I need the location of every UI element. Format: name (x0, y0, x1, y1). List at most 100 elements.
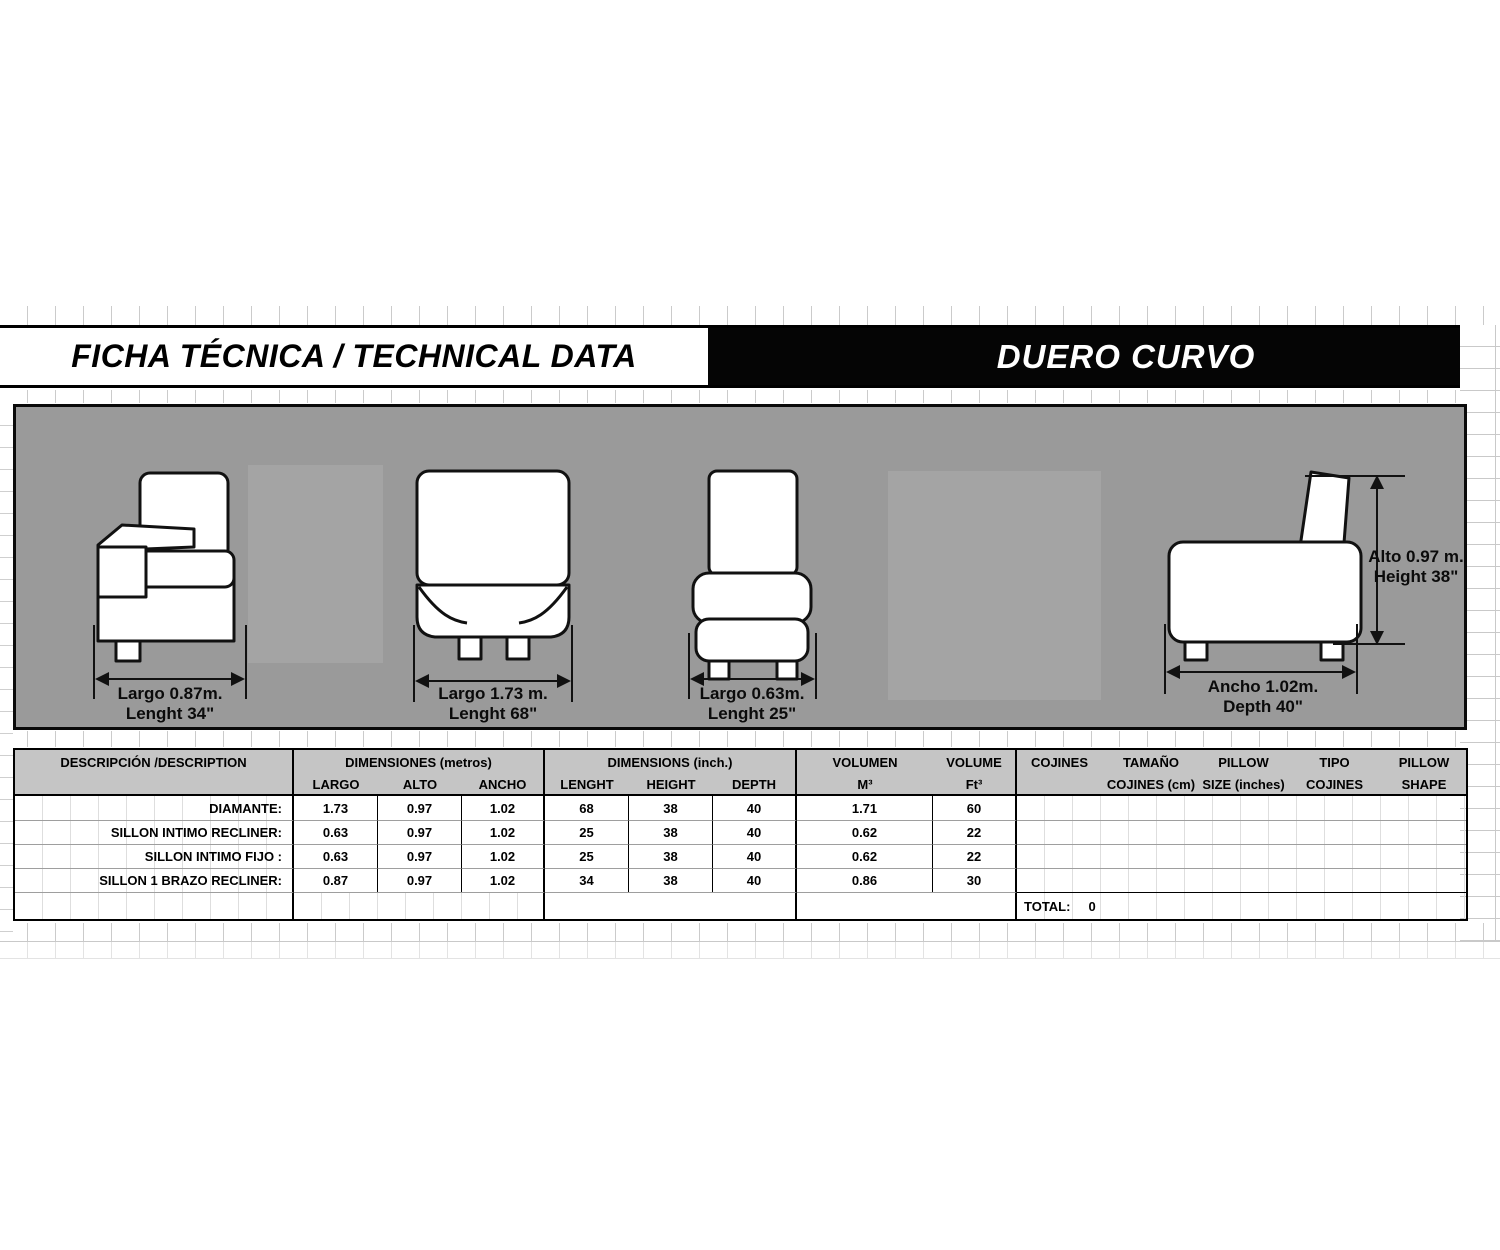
diagram-recliner-side (1164, 470, 1405, 694)
dim-ancho-102: Ancho 1.02m. (1207, 677, 1319, 696)
table-cell: 38 (629, 796, 713, 820)
header-tipo-cojines-text: COJINES (1305, 777, 1364, 792)
col-header-pillow-shape: PILLOW (1382, 750, 1466, 775)
header-cojines-cm-text: COJINES (cm) (1106, 777, 1196, 792)
table-cell: 0.86 (797, 868, 933, 892)
table-cell: 0.62 (797, 820, 933, 844)
row3-depth: 40 (746, 873, 762, 888)
table-cell: 1.02 (462, 844, 545, 868)
table-cell: 1.02 (462, 868, 545, 892)
header-volumen-text: VOLUMEN (832, 755, 898, 770)
row2-largo: 0.63 (322, 849, 349, 864)
table-cell: 25 (545, 844, 629, 868)
table-cell: 40 (713, 796, 797, 820)
sheet-title: FICHA TÉCNICA / TECHNICAL DATA (0, 328, 708, 385)
row0-ancho: 1.02 (489, 800, 516, 816)
table-cell: 38 (629, 820, 713, 844)
header-volume-text: VOLUME (946, 755, 1002, 770)
total-label: TOTAL: (1024, 898, 1071, 914)
col-group-dimensiones-metros: DIMENSIONES (metros) (294, 750, 545, 775)
gridline-strip-under-title (0, 390, 1460, 403)
header-inch-text: DIMENSIONS (inch.) (607, 755, 733, 770)
table-cell: 40 (713, 820, 797, 844)
header-largo-text: LARGO (312, 777, 360, 792)
header-size-inches-text: SIZE (inches) (1202, 777, 1285, 792)
col-header-volume: VOLUME (933, 750, 1017, 775)
dimension-label-armless-chair: Largo 0.63m. Lenght 25" (662, 684, 842, 723)
dim-lenght-68: Lenght 68" (448, 703, 538, 723)
col-header-height: HEIGHT (629, 775, 713, 796)
col-header-depth: DEPTH (713, 775, 797, 796)
row2-volumen-m3: 0.62 (851, 849, 878, 864)
row2-volume-ft3: 22 (966, 849, 982, 864)
table-cell: 0.97 (378, 796, 462, 820)
row2-lenght: 25 (579, 849, 594, 864)
table-cell: 38 (629, 868, 713, 892)
total-row: TOTAL: 0 (1017, 892, 1466, 919)
dimension-label-one-arm-chair: Largo 0.87m. Lenght 34" (80, 684, 260, 723)
watermark-rectangle (248, 465, 383, 663)
row1-depth: 40 (746, 825, 762, 840)
diagrams-panel: Largo 0.87m. Lenght 34" Largo 1.73 m. Le… (13, 404, 1467, 730)
header-metros-text: DIMENSIONES (metros) (345, 755, 492, 770)
row3-ancho: 1.02 (489, 873, 516, 888)
col-header-tipo: TIPO (1287, 750, 1382, 775)
row3-volume-ft3: 30 (966, 873, 982, 888)
header-cojines-text: COJINES (1030, 755, 1089, 770)
row3-height: 38 (663, 873, 678, 888)
title-bar: FICHA TÉCNICA / TECHNICAL DATA DUERO CUR… (0, 325, 1460, 388)
header-ancho-text: ANCHO (478, 777, 527, 792)
dim-depth-40: Depth 40" (1223, 696, 1303, 716)
table-row-description: SILLON INTIMO RECLINER: (15, 820, 294, 844)
table-cell: 0.97 (378, 820, 462, 844)
col-subheader-cojines-cm: COJINES (cm) (1102, 775, 1200, 796)
table-cell: 68 (545, 796, 629, 820)
dim-height-38: Height 38" (1373, 566, 1459, 586)
row2-height: 38 (663, 849, 678, 864)
footer-cell-empty (545, 892, 797, 919)
row3-description: SILLON 1 BRAZO RECLINER: (99, 873, 282, 888)
header-alto-text: ALTO (402, 777, 438, 792)
dimension-label-height: Alto 0.97 m. Height 38" (1355, 547, 1477, 586)
col-header-ancho: ANCHO (462, 775, 545, 796)
table-cell: 0.63 (294, 820, 378, 844)
col-subheader-cojines-blank (1017, 775, 1102, 796)
dim-alto-097: Alto 0.97 m. (1368, 547, 1464, 566)
row1-volume-ft3: 22 (966, 825, 982, 840)
row1-description: SILLON INTIMO RECLINER: (110, 825, 282, 840)
row1-height: 38 (663, 825, 678, 840)
table-cell: 40 (713, 868, 797, 892)
row0-description: DIAMANTE: (209, 800, 282, 816)
dim-largo-173: Largo 1.73 m. (438, 684, 548, 703)
dim-largo-063: Largo 0.63m. (699, 684, 805, 703)
col-header-m3: M³ (797, 775, 933, 796)
dim-largo-087: Largo 0.87m. (117, 684, 223, 703)
table-cell: 1.71 (797, 796, 933, 820)
col-subheader-size-inches: SIZE (inches) (1200, 775, 1287, 796)
dim-lenght-25: Lenght 25" (707, 703, 797, 723)
table-cell: 1.02 (462, 796, 545, 820)
row0-height: 38 (663, 800, 678, 816)
footer-cell-empty (294, 892, 545, 919)
table-cell: 34 (545, 868, 629, 892)
row2-alto: 0.97 (406, 849, 433, 864)
col-header-ft3: Ft³ (933, 775, 1017, 796)
header-lenght-text: LENGHT (560, 777, 614, 792)
table-cell: 40 (713, 844, 797, 868)
col-header-description: DESCRIPCIÓN /DESCRIPTION (15, 750, 294, 796)
total-value: 0 (1088, 898, 1096, 914)
table-cell: 1.73 (294, 796, 378, 820)
col-subheader-tipo-cojines: COJINES (1287, 775, 1382, 796)
table-cell: 0.87 (294, 868, 378, 892)
col-header-pillow-size: PILLOW (1200, 750, 1287, 775)
table-row-description: SILLON INTIMO FIJO : (15, 844, 294, 868)
col-subheader-shape: SHAPE (1382, 775, 1466, 796)
col-header-lenght: LENGHT (545, 775, 629, 796)
row1-ancho: 1.02 (489, 825, 516, 840)
row3-alto: 0.97 (406, 873, 433, 888)
table-row-description: SILLON 1 BRAZO RECLINER: (15, 868, 294, 892)
footer-cell-empty (797, 892, 1017, 919)
diagram-armless-chair-front (688, 469, 817, 699)
product-name-banner: DUERO CURVO (708, 328, 1460, 385)
